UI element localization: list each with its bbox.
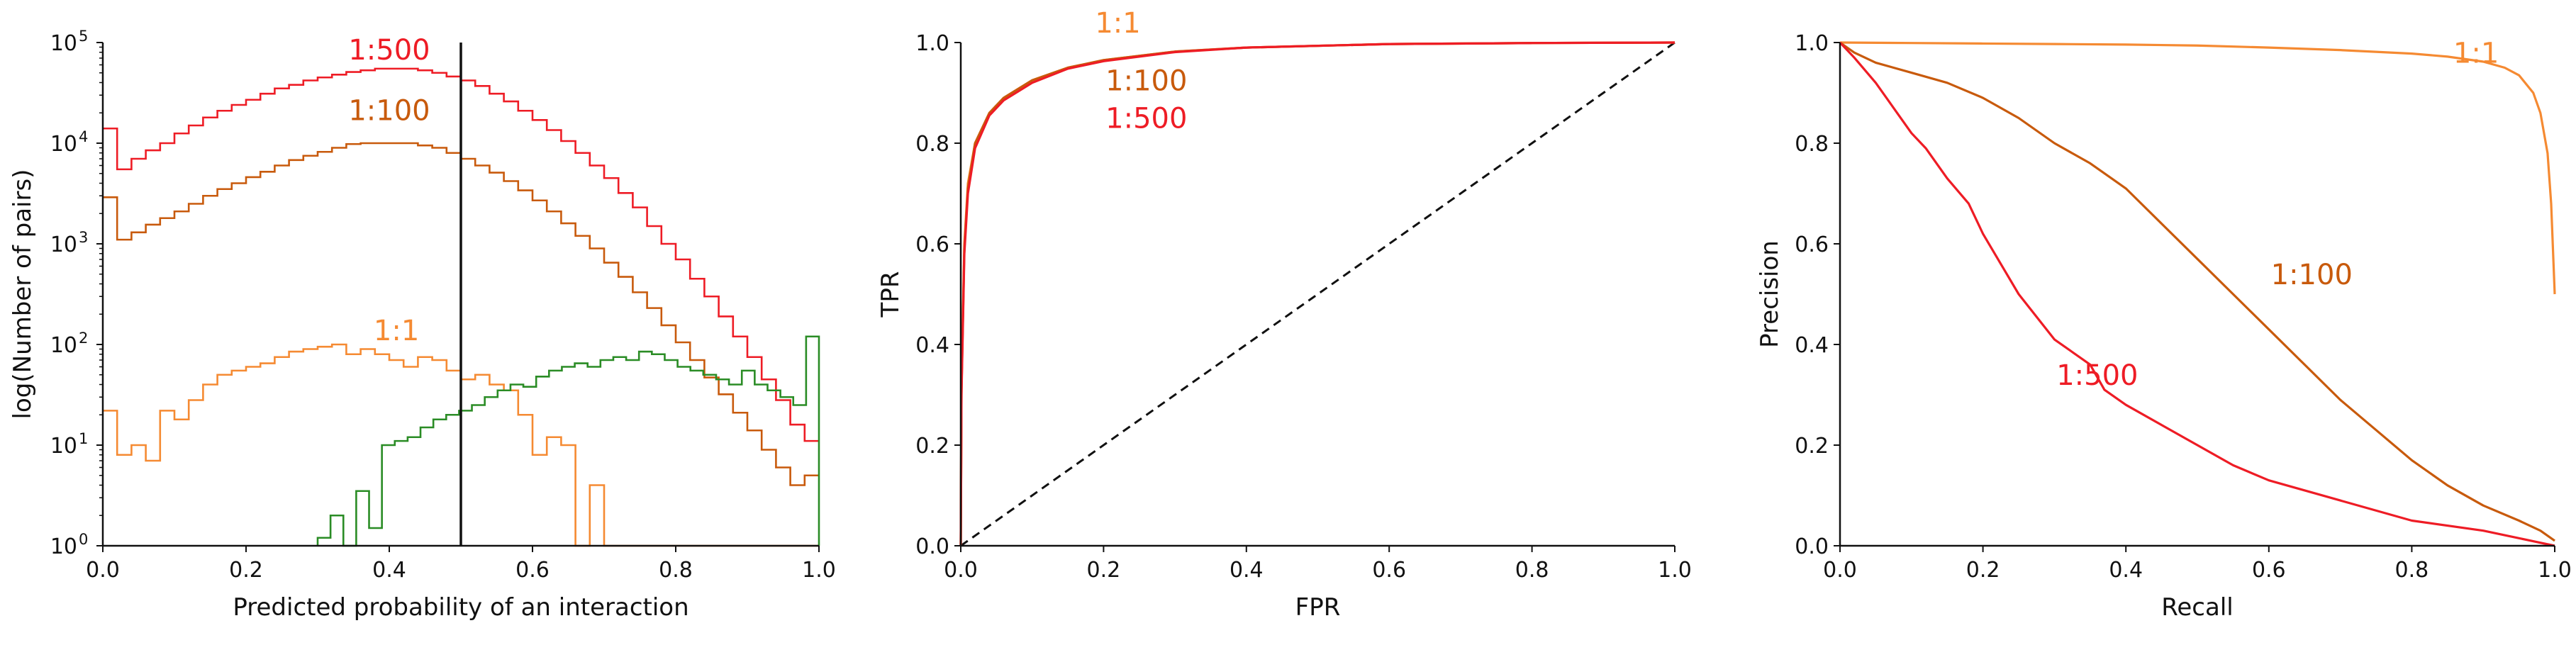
x-tick-label: 1.0	[2538, 558, 2572, 583]
y-axis-label: TPR	[876, 271, 905, 318]
x-tick-label: 0.0	[944, 558, 978, 583]
y-tick-exponent: 2	[79, 330, 88, 347]
x-tick-label: 0.8	[659, 558, 693, 583]
y-tick-base: 10	[50, 132, 77, 157]
y-tick-label: 10	[50, 31, 77, 56]
y-tick-label: 0.8	[1795, 132, 1829, 157]
x-tick-label: 0.2	[1087, 558, 1121, 583]
x-tick-label: 0.4	[372, 558, 406, 583]
series-annotation-label: 1:500	[1105, 103, 1187, 135]
series-annotation-label: 1:500	[348, 34, 430, 67]
histogram-series-line	[103, 142, 819, 486]
precision-recall-panel: 0.0 0.2 0.4 0.6 0.8 1.0 0.0 0.2 0.4 0.6 0.8 1.0 Reca…	[1756, 31, 2572, 622]
x-tick-label: 0.2	[229, 558, 263, 583]
x-tick-label: 0.2	[1966, 558, 2000, 583]
y-tick-label: 10	[50, 232, 77, 257]
y-tick-label: 1.0	[915, 31, 949, 56]
y-tick-label: 0.0	[1795, 534, 1829, 559]
x-tick-label: 0.8	[2395, 558, 2429, 583]
x-tick-label: 1.0	[1658, 558, 1692, 583]
y-tick-label: 10	[50, 534, 77, 559]
series-annotation-label: 1:1	[2453, 37, 2499, 69]
roc-panel: 0.0 0.2 0.4 0.6 0.8 1.0 0.0 0.2 0.4 0.6 0.8 1.0 FPR T…	[876, 7, 1692, 622]
series-annotation-label: 1:100	[1105, 64, 1187, 97]
y-tick-label: 0.6	[1795, 232, 1829, 257]
histogram-series-line	[103, 67, 819, 442]
y-tick-label: 0.6	[915, 232, 949, 257]
y-tick-label: 0.2	[1795, 434, 1829, 459]
y-tick-exponent: 0	[79, 531, 88, 548]
y-tick-label: 0.8	[915, 132, 949, 157]
y-tick-label: 0.2	[915, 434, 949, 459]
x-tick-label: 0.6	[1372, 558, 1406, 583]
x-tick-label: 0.0	[1823, 558, 1857, 583]
y-axis-label: log(Number of pairs)	[9, 169, 37, 420]
x-axis-label: Recall	[2161, 593, 2233, 622]
y-tick-label: 1.0	[1795, 31, 1829, 56]
series-annotation-label: 1:1	[374, 315, 419, 347]
series-annotation-label: 1:100	[348, 94, 430, 127]
y-tick-exponent: 5	[79, 28, 88, 45]
histogram-series-line	[316, 335, 820, 547]
series-annotation-label: 1:100	[2271, 259, 2353, 291]
series-line	[1839, 41, 2555, 542]
series-annotation-label: 1:1	[1095, 7, 1140, 40]
y-tick-exponent: 4	[79, 128, 88, 145]
chance-diagonal-line	[960, 41, 1675, 547]
x-tick-label: 0.0	[86, 558, 120, 583]
y-tick-label: 10	[50, 333, 77, 358]
x-tick-label: 0.8	[1515, 558, 1549, 583]
x-axis-label: FPR	[1295, 593, 1341, 622]
x-tick-label: 0.4	[1230, 558, 1264, 583]
y-tick-label: 0.0	[915, 534, 949, 559]
y-tick-label: 10	[50, 434, 77, 459]
x-tick-label: 0.6	[515, 558, 550, 583]
y-tick-base: 10	[50, 31, 77, 56]
y-tick-base: 10	[50, 534, 77, 559]
y-tick-base: 10	[50, 232, 77, 257]
series-annotation-label: 1:500	[2056, 359, 2138, 392]
y-tick-label: 0.4	[1795, 333, 1829, 358]
y-tick-exponent: 1	[79, 430, 88, 447]
y-tick-exponent: 3	[79, 229, 88, 246]
y-tick-base: 10	[50, 434, 77, 459]
series-line	[959, 41, 1675, 546]
x-tick-label: 0.6	[2252, 558, 2286, 583]
y-tick-label: 10	[50, 132, 77, 157]
x-tick-label: 1.0	[802, 558, 836, 583]
y-tick-label: 0.4	[915, 333, 949, 358]
y-axis-label: Precision	[1756, 240, 1784, 348]
x-tick-label: 0.4	[2109, 558, 2143, 583]
x-axis-label: Predicted probability of an interaction	[233, 593, 688, 622]
series-line	[1839, 41, 2555, 547]
series-line	[1839, 41, 2556, 295]
y-tick-base: 10	[50, 333, 77, 358]
